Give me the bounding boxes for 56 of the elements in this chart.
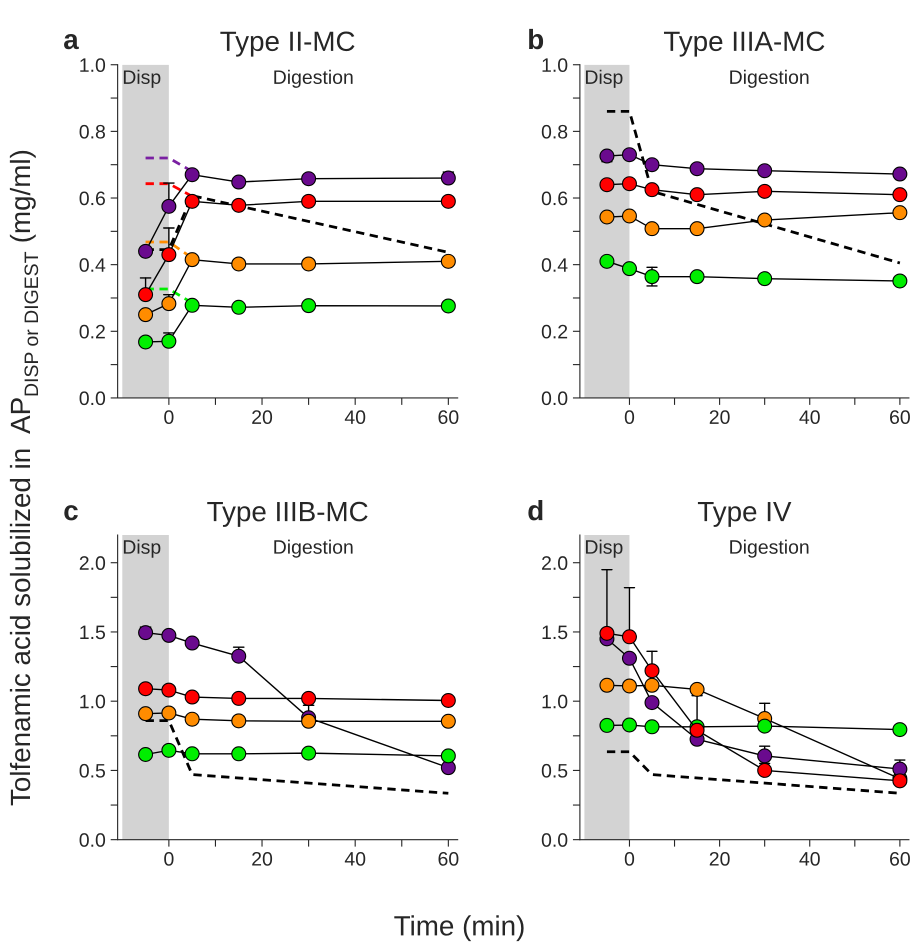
- y-tick-label: 2.0: [542, 556, 568, 570]
- x-tick-label: 40: [799, 410, 820, 424]
- y-tick-label: 0.8: [542, 124, 568, 139]
- x-tick-label: 40: [799, 852, 820, 866]
- x-tick-label: 60: [438, 410, 458, 424]
- y-tick-label: 2.0: [80, 556, 106, 570]
- x-tick-label: 60: [890, 852, 910, 866]
- y-tick-label: 0.5: [80, 764, 106, 778]
- x-tick-label: 60: [438, 852, 458, 866]
- y-tick-label: 1.0: [542, 694, 568, 708]
- x-tick-label: 0: [624, 852, 634, 866]
- band-label: Disp: [124, 540, 160, 558]
- x-tick-label: 20: [252, 852, 272, 866]
- x-tick-label: 0: [624, 410, 634, 424]
- x-tick-label: 20: [710, 410, 730, 424]
- y-tick-label: 0.0: [80, 391, 106, 406]
- y-tick-label: 0.0: [542, 833, 568, 847]
- y-tick-label: 0.8: [80, 124, 105, 139]
- y-tick-label: 1.5: [542, 626, 568, 640]
- annotation: Digestion: [730, 540, 808, 558]
- chart-title: Type II-MC: [220, 31, 355, 57]
- text: c: [64, 505, 78, 520]
- y-tick-label: 0.0: [80, 833, 106, 847]
- y-tick-label: 0.0: [542, 391, 568, 406]
- band-label: Disp: [124, 70, 160, 88]
- y-tick-label: 0.5: [542, 764, 568, 778]
- y-tick-label: 1.0: [80, 694, 106, 708]
- y-tick-label: 0.2: [542, 324, 568, 339]
- x-axis-title: Time (min): [394, 915, 524, 942]
- text: a: [64, 34, 79, 50]
- annotation: Digestion: [274, 70, 353, 88]
- chart-title: Type IIIB-MC: [207, 502, 368, 527]
- chart-title: Type IV: [698, 502, 792, 527]
- y-tick-label: 1.5: [80, 626, 106, 640]
- y-tick-label: 0.6: [80, 191, 105, 206]
- annotation: Digestion: [274, 540, 353, 558]
- x-tick-label: 0: [164, 852, 174, 866]
- annotation: Digestion: [730, 70, 808, 88]
- y-tick-label: 0.4: [542, 258, 568, 272]
- text: d: [528, 500, 542, 520]
- band-label: Disp: [586, 70, 622, 88]
- band-label: Disp: [586, 540, 622, 558]
- x-tick-label: 20: [710, 852, 730, 866]
- y-tick-label: 1.0: [542, 58, 568, 72]
- y-tick-label: 0.6: [542, 191, 568, 206]
- x-tick-label: 20: [252, 410, 272, 424]
- y-tick-label: 1.0: [80, 58, 106, 72]
- x-tick-label: 40: [344, 852, 366, 866]
- x-tick-label: 0: [164, 410, 174, 424]
- y-tick-label: 0.4: [80, 258, 106, 272]
- y-tick-label: 0.2: [80, 324, 105, 339]
- y-axis-title: Tolfenamic acid solubilized in APDISP or DIGEST (mg/ml): [10, 150, 38, 806]
- chart-title: Type IIIA-MC: [664, 31, 824, 57]
- x-tick-label: 60: [890, 410, 910, 424]
- text: b: [529, 28, 544, 50]
- x-tick-label: 40: [344, 410, 366, 424]
